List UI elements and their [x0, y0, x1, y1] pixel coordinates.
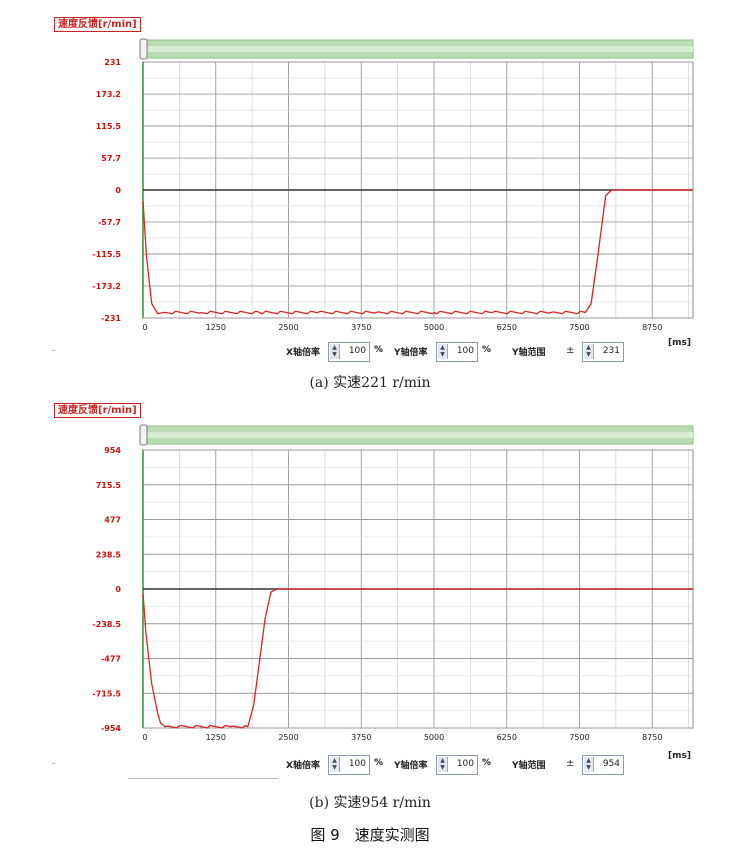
x-tick-label: 5000 [424, 733, 444, 742]
y-range-value: 231 [602, 346, 620, 356]
y-scale-label: Y轴倍率 [394, 348, 428, 358]
y-scale-spinner[interactable]: ▲ ▼ 100 [436, 342, 478, 362]
y-tick-label: 115.5 [96, 122, 122, 131]
y-range-label: Y轴范围 [512, 761, 546, 771]
y-tick-label: -238.5 [92, 620, 121, 629]
y-tick-label: -231 [101, 314, 121, 323]
x-scale-unit: % [374, 758, 384, 768]
y-scale-unit: % [482, 345, 492, 355]
chart-b-controls: X轴倍率 ▲ ▼ 100 % Y轴倍率 ▲ ▼ 100 % Y轴范围 ± ▲ ▼ 95… [286, 751, 696, 775]
y-range-spinner[interactable]: ▲ ▼ 231 [582, 342, 624, 362]
chart-b-plot: 954 715.5 477 238.5 0 -238.5 -477 -715.5 -954 0 12… [92, 424, 694, 742]
x-tick-label: 1250 [206, 323, 226, 332]
y-tick-label: 238.5 [96, 550, 122, 559]
y-range-value: 954 [602, 759, 620, 769]
x-unit: [ms] [668, 751, 691, 761]
x-scale-value: 100 [348, 346, 366, 356]
chart-b-title: 速度反馈[r/min] [54, 403, 141, 418]
x-tick-label: 0 [142, 733, 147, 742]
x-tick-label: 8750 [642, 733, 662, 742]
x-tick-label: 7500 [569, 733, 589, 742]
spinner-arrows-icon[interactable]: ▲ ▼ [584, 757, 594, 772]
dash-mark: - [52, 758, 55, 768]
dash-mark: - [52, 345, 55, 355]
x-scale-label: X轴倍率 [286, 761, 320, 771]
spinner-arrows-icon[interactable]: ▲ ▼ [438, 344, 448, 359]
y-tick-label: -57.7 [98, 218, 121, 227]
y-range-spinner[interactable]: ▲ ▼ 954 [582, 755, 624, 775]
spinner-arrows-icon[interactable]: ▲ ▼ [330, 344, 340, 359]
series-line [142, 189, 693, 315]
y-tick-label: -477 [101, 655, 121, 664]
divider [128, 778, 278, 779]
y-scale-value: 100 [456, 759, 474, 769]
x-tick-label: 7500 [569, 323, 589, 332]
x-scale-label: X轴倍率 [286, 348, 320, 358]
x-tick-label: 3750 [351, 733, 371, 742]
y-tick-label: 477 [104, 516, 121, 525]
x-tick-label: 0 [142, 323, 147, 332]
x-tick-label: 8750 [642, 323, 662, 332]
y-range-pm: ± [566, 758, 575, 769]
x-tick-label: 2500 [278, 323, 298, 332]
chart-panel-a: 速度反馈[r/min] 231 173.2 115.5 57.7 0 -57.7 -115.… [0, 0, 740, 395]
x-scale-spinner[interactable]: ▲ ▼ 100 [328, 755, 370, 775]
spinner-arrows-icon[interactable]: ▲ ▼ [330, 757, 340, 772]
scroll-handle [139, 424, 148, 446]
x-tick-label: 6250 [497, 733, 517, 742]
x-tick-label: 1250 [206, 733, 226, 742]
chart-panel-b: 速度反馈[r/min] 954 715.5 477 238.5 0 -238.5 -477 -… [0, 398, 740, 818]
chart-a-title: 速度反馈[r/min] [54, 17, 141, 32]
y-range-pm: ± [566, 345, 575, 356]
spinner-arrows-icon[interactable]: ▲ ▼ [584, 344, 594, 359]
x-tick-label: 3750 [351, 323, 371, 332]
x-tick-label: 5000 [424, 323, 444, 332]
chart-b-caption: (b) 实速954 r/min [309, 795, 431, 811]
x-scale-value: 100 [348, 759, 366, 769]
y-tick-label: 715.5 [96, 481, 122, 490]
chart-a-caption: (a) 实速221 r/min [309, 375, 431, 391]
y-tick-label: 0 [115, 585, 121, 594]
y-tick-label: -954 [101, 724, 121, 733]
y-tick-label: -115.5 [92, 250, 121, 259]
y-tick-label: 0 [115, 186, 121, 195]
x-tick-label: 2500 [278, 733, 298, 742]
scroll-handle [139, 38, 148, 60]
y-range-label: Y轴范围 [512, 348, 546, 358]
chart-a-plot: 231 173.2 115.5 57.7 0 -57.7 -115.5 -173.2 -231 0… [92, 38, 694, 332]
y-tick-label: 173.2 [96, 90, 121, 99]
header-strip-highlight [143, 432, 693, 438]
y-tick-label: -173.2 [92, 282, 121, 291]
y-scale-spinner[interactable]: ▲ ▼ 100 [436, 755, 478, 775]
chart-a-controls: X轴倍率 ▲ ▼ 100 % Y轴倍率 ▲ ▼ 100 % Y轴范围 ± ▲ ▼ 23… [286, 338, 696, 362]
spinner-arrows-icon[interactable]: ▲ ▼ [438, 757, 448, 772]
y-tick-label: 231 [104, 58, 121, 67]
x-tick-label: 6250 [497, 323, 517, 332]
x-unit: [ms] [668, 338, 691, 348]
y-tick-label: 954 [104, 446, 121, 455]
y-scale-unit: % [482, 758, 492, 768]
y-tick-label: 57.7 [101, 154, 121, 163]
header-strip-highlight [143, 46, 693, 52]
y-tick-label: -715.5 [92, 689, 121, 698]
y-scale-value: 100 [456, 346, 474, 356]
figure-caption: 图 9 速度实测图 [310, 826, 430, 844]
y-scale-label: Y轴倍率 [394, 761, 428, 771]
x-scale-unit: % [374, 345, 384, 355]
x-scale-spinner[interactable]: ▲ ▼ 100 [328, 342, 370, 362]
series-line [142, 588, 693, 729]
